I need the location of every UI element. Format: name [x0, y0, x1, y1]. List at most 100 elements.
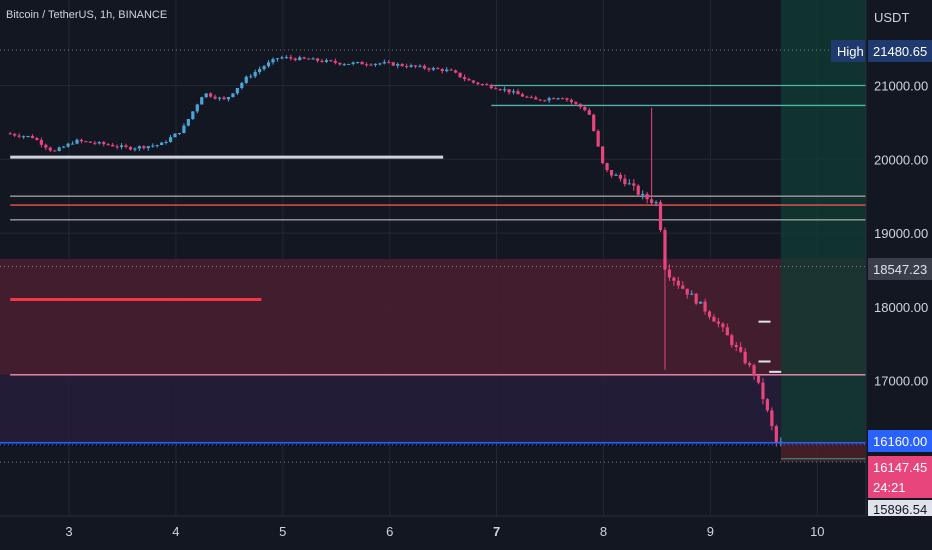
candle-down [454, 70, 458, 73]
candle-down [498, 89, 502, 91]
candle-down [560, 98, 565, 100]
level-tag: 18547.23 [868, 258, 932, 280]
candle-up [262, 66, 266, 70]
candle-down [618, 174, 623, 179]
last-price-tag: 16147.45 24:21 [868, 456, 932, 498]
candle-down [752, 365, 756, 375]
candle-up [396, 64, 400, 66]
candle-down [636, 185, 640, 195]
candle-down [543, 100, 547, 102]
candle-up [177, 133, 182, 135]
candle-down [449, 69, 453, 71]
candle-down [307, 58, 311, 60]
candle-down [369, 64, 373, 66]
line-price-tag-value: 16160.00 [873, 434, 927, 449]
candle-down [632, 183, 636, 186]
candle-up [173, 133, 177, 138]
time-tick-label: 10 [810, 524, 824, 539]
candle-down [213, 96, 217, 99]
candle-up [511, 91, 516, 93]
time-tick-label: 4 [172, 524, 179, 539]
candle-up [275, 58, 280, 60]
candle-down [427, 68, 431, 70]
candle-up [627, 183, 631, 185]
candle-down [569, 99, 574, 103]
candle-down [574, 102, 578, 104]
candle-down [422, 65, 427, 69]
candle-down [111, 144, 115, 147]
candle-down [672, 277, 676, 281]
candle-up [266, 62, 271, 67]
candle-down [93, 142, 97, 144]
zone-purple [0, 374, 866, 443]
candle-up [373, 63, 378, 65]
candle-down [44, 144, 48, 148]
candle-down [333, 60, 337, 63]
candle-up [654, 202, 658, 204]
candle-down [552, 98, 556, 100]
zone-pink [0, 258, 866, 375]
candle-down [338, 62, 342, 65]
candle-down [471, 80, 476, 83]
candle-up [57, 147, 61, 151]
candle-down [387, 62, 391, 64]
candle-up [226, 97, 231, 100]
candle-up [240, 82, 244, 88]
candle-down [494, 88, 498, 90]
candle-down [734, 345, 738, 348]
candle-down [592, 114, 596, 132]
candle-down [485, 84, 489, 86]
candle-down [476, 82, 480, 85]
candle-down [48, 147, 52, 151]
candle-up [284, 57, 288, 59]
candle-up [445, 69, 449, 72]
candle-down [467, 79, 471, 81]
candle-down [480, 84, 484, 86]
candle-down [209, 93, 213, 97]
candle-up [244, 76, 248, 83]
high-tag: High 21480.65 [831, 40, 932, 62]
time-tick-label: 5 [279, 524, 286, 539]
candle-down [694, 293, 698, 304]
candle-down [770, 410, 774, 427]
candle-up [324, 60, 329, 62]
candle-down [391, 62, 395, 66]
position-target-zone [780, 0, 866, 443]
candle-down [102, 142, 106, 145]
candle-down [685, 288, 689, 295]
candle-down [578, 103, 582, 108]
candle-up [409, 65, 413, 67]
candle-up [382, 62, 386, 64]
candle-down [730, 335, 734, 346]
cut-price-tag: 15896.54 [868, 500, 932, 516]
candle-down [413, 65, 418, 67]
candle-down [703, 301, 707, 312]
candle-up [418, 65, 422, 67]
candle-down [289, 57, 293, 59]
candle-up [146, 146, 150, 149]
candle-up [351, 62, 355, 64]
candle-down [53, 150, 57, 152]
candle-up [75, 139, 79, 144]
candle-up [280, 57, 284, 59]
candle-down [124, 145, 128, 147]
candle-up [191, 111, 195, 120]
candle-down [716, 321, 721, 324]
candle-down [364, 64, 369, 66]
candle-up [195, 104, 199, 112]
time-tick-label: 3 [65, 524, 72, 539]
candle-up [431, 68, 435, 70]
candle-up [21, 136, 26, 138]
candle-up [119, 145, 124, 147]
time-axis-background [0, 516, 932, 550]
price-tick-label: 20000.00 [874, 152, 928, 167]
candle-down [667, 269, 672, 278]
candle-down [712, 316, 716, 322]
candle-up [699, 301, 703, 304]
price-tick-label: 17000.00 [874, 374, 928, 389]
candle-up [378, 63, 382, 65]
candle-up [151, 145, 155, 147]
candle-up [298, 57, 302, 61]
time-tick-label: 7 [493, 524, 500, 539]
